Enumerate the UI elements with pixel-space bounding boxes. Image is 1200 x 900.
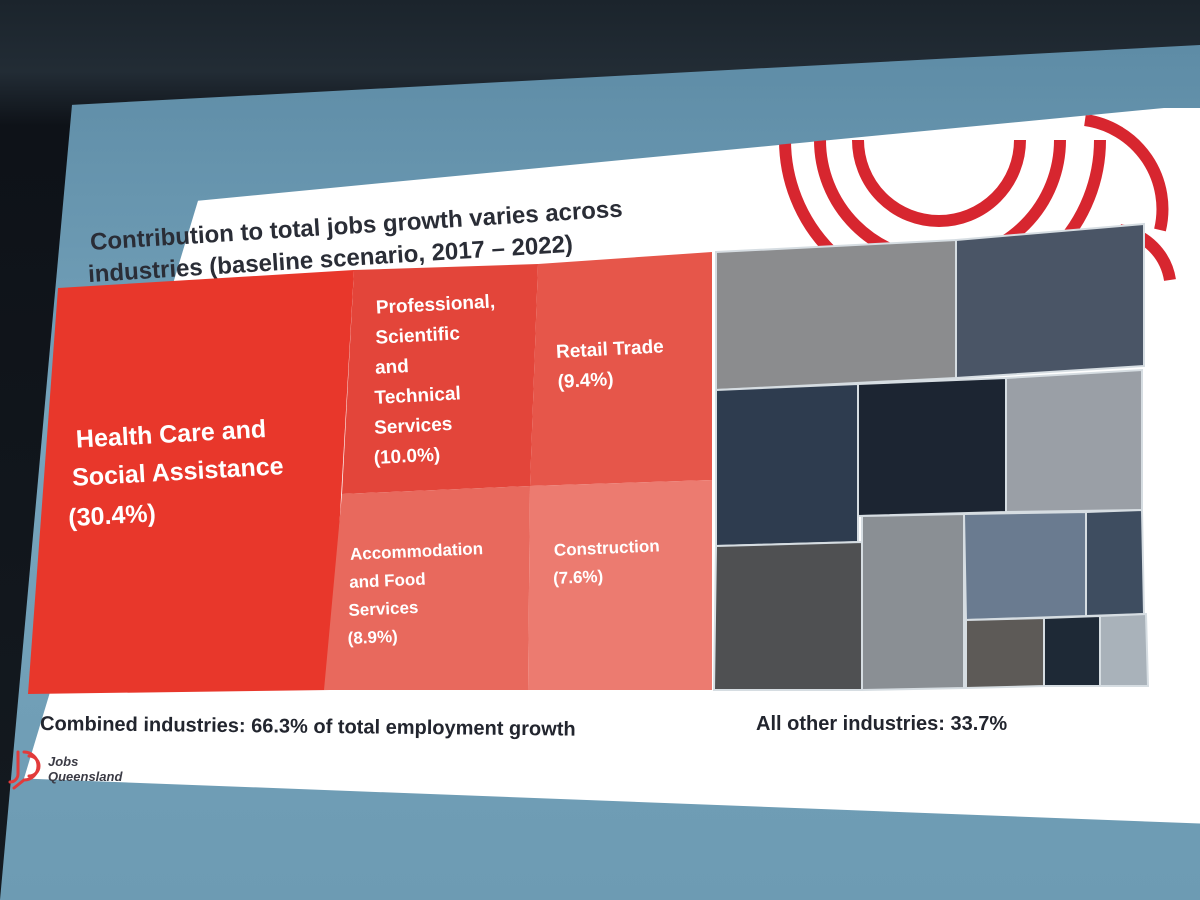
tile-other — [715, 382, 859, 548]
jobs-queensland-mark-icon — [8, 750, 41, 790]
treemap-other-industries — [712, 222, 1150, 692]
tile-accommodation-food — [324, 486, 530, 690]
logo-text-line-2: Queensland — [48, 769, 123, 784]
label-health-care-value: (30.4%) — [68, 499, 157, 532]
treemap-labels: Health Care and Social Assistance (30.4%… — [68, 291, 665, 648]
label-professional-line-2: Scientific — [375, 323, 461, 348]
footer-combined-industries: Combined industries: 66.3% of total empl… — [40, 713, 576, 741]
tile-construction — [528, 480, 712, 690]
label-professional-line-3: and — [375, 356, 410, 379]
tile-other — [1085, 508, 1146, 618]
tile-other — [1043, 614, 1101, 687]
tile-other — [715, 238, 957, 392]
jobs-queensland-logo: Jobs Queensland — [8, 748, 158, 798]
tile-other — [712, 540, 863, 691]
decorative-arcs — [779, 114, 1176, 304]
tile-retail-trade — [530, 252, 712, 486]
tile-other — [955, 222, 1145, 380]
treemap-labelled — [28, 252, 712, 694]
label-professional-line-5: Services — [374, 414, 453, 439]
tile-other — [1005, 368, 1143, 514]
logo-text-line-1: Jobs — [48, 754, 79, 769]
tile-other — [857, 376, 1007, 518]
tile-other — [962, 510, 1087, 622]
tile-other — [1099, 612, 1150, 687]
label-accommodation-value: (8.9%) — [347, 627, 398, 648]
label-accommodation-line-2: and Food — [349, 570, 426, 592]
label-professional-value: (10.0%) — [373, 445, 441, 469]
tile-health-care — [28, 270, 354, 694]
tile-other — [965, 616, 1045, 690]
footer-other-industries: All other industries: 33.7% — [756, 713, 1007, 735]
label-accommodation-line-3: Services — [348, 598, 419, 620]
label-retail-value: (9.4%) — [557, 369, 614, 393]
decorative-arc — [1084, 114, 1169, 232]
decorative-arc — [852, 139, 1026, 227]
tile-professional-services — [342, 264, 538, 494]
label-construction-value: (7.6%) — [553, 567, 604, 588]
tile-other — [861, 512, 965, 692]
label-professional-line-4: Technical — [374, 383, 461, 408]
label-construction: Construction — [554, 536, 661, 560]
